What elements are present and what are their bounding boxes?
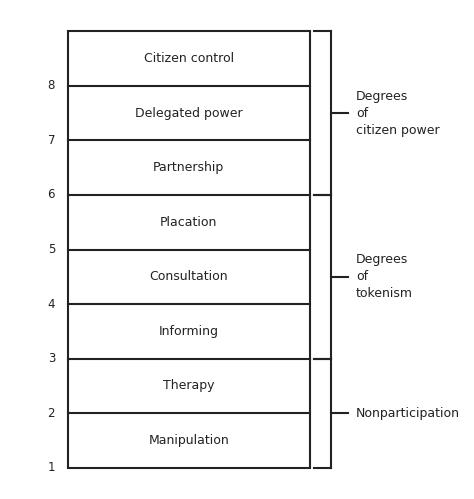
Text: 4: 4	[47, 297, 55, 310]
Text: 3: 3	[48, 352, 55, 365]
Text: 6: 6	[47, 189, 55, 202]
Text: Citizen control: Citizen control	[144, 52, 234, 65]
Text: Partnership: Partnership	[153, 161, 224, 174]
Text: Nonparticipation: Nonparticipation	[356, 407, 460, 420]
Text: Placation: Placation	[160, 216, 218, 229]
Text: 8: 8	[48, 79, 55, 92]
Text: Degrees
of
tokenism: Degrees of tokenism	[356, 253, 413, 300]
Text: Informing: Informing	[159, 325, 219, 338]
Text: Degrees
of
citizen power: Degrees of citizen power	[356, 90, 440, 137]
Text: 1: 1	[47, 461, 55, 474]
Text: 7: 7	[47, 134, 55, 147]
Text: Therapy: Therapy	[163, 379, 214, 392]
Text: 2: 2	[47, 407, 55, 420]
Text: Consultation: Consultation	[149, 270, 228, 283]
Text: Delegated power: Delegated power	[135, 107, 243, 120]
Text: 5: 5	[48, 243, 55, 256]
Text: Manipulation: Manipulation	[148, 434, 229, 447]
